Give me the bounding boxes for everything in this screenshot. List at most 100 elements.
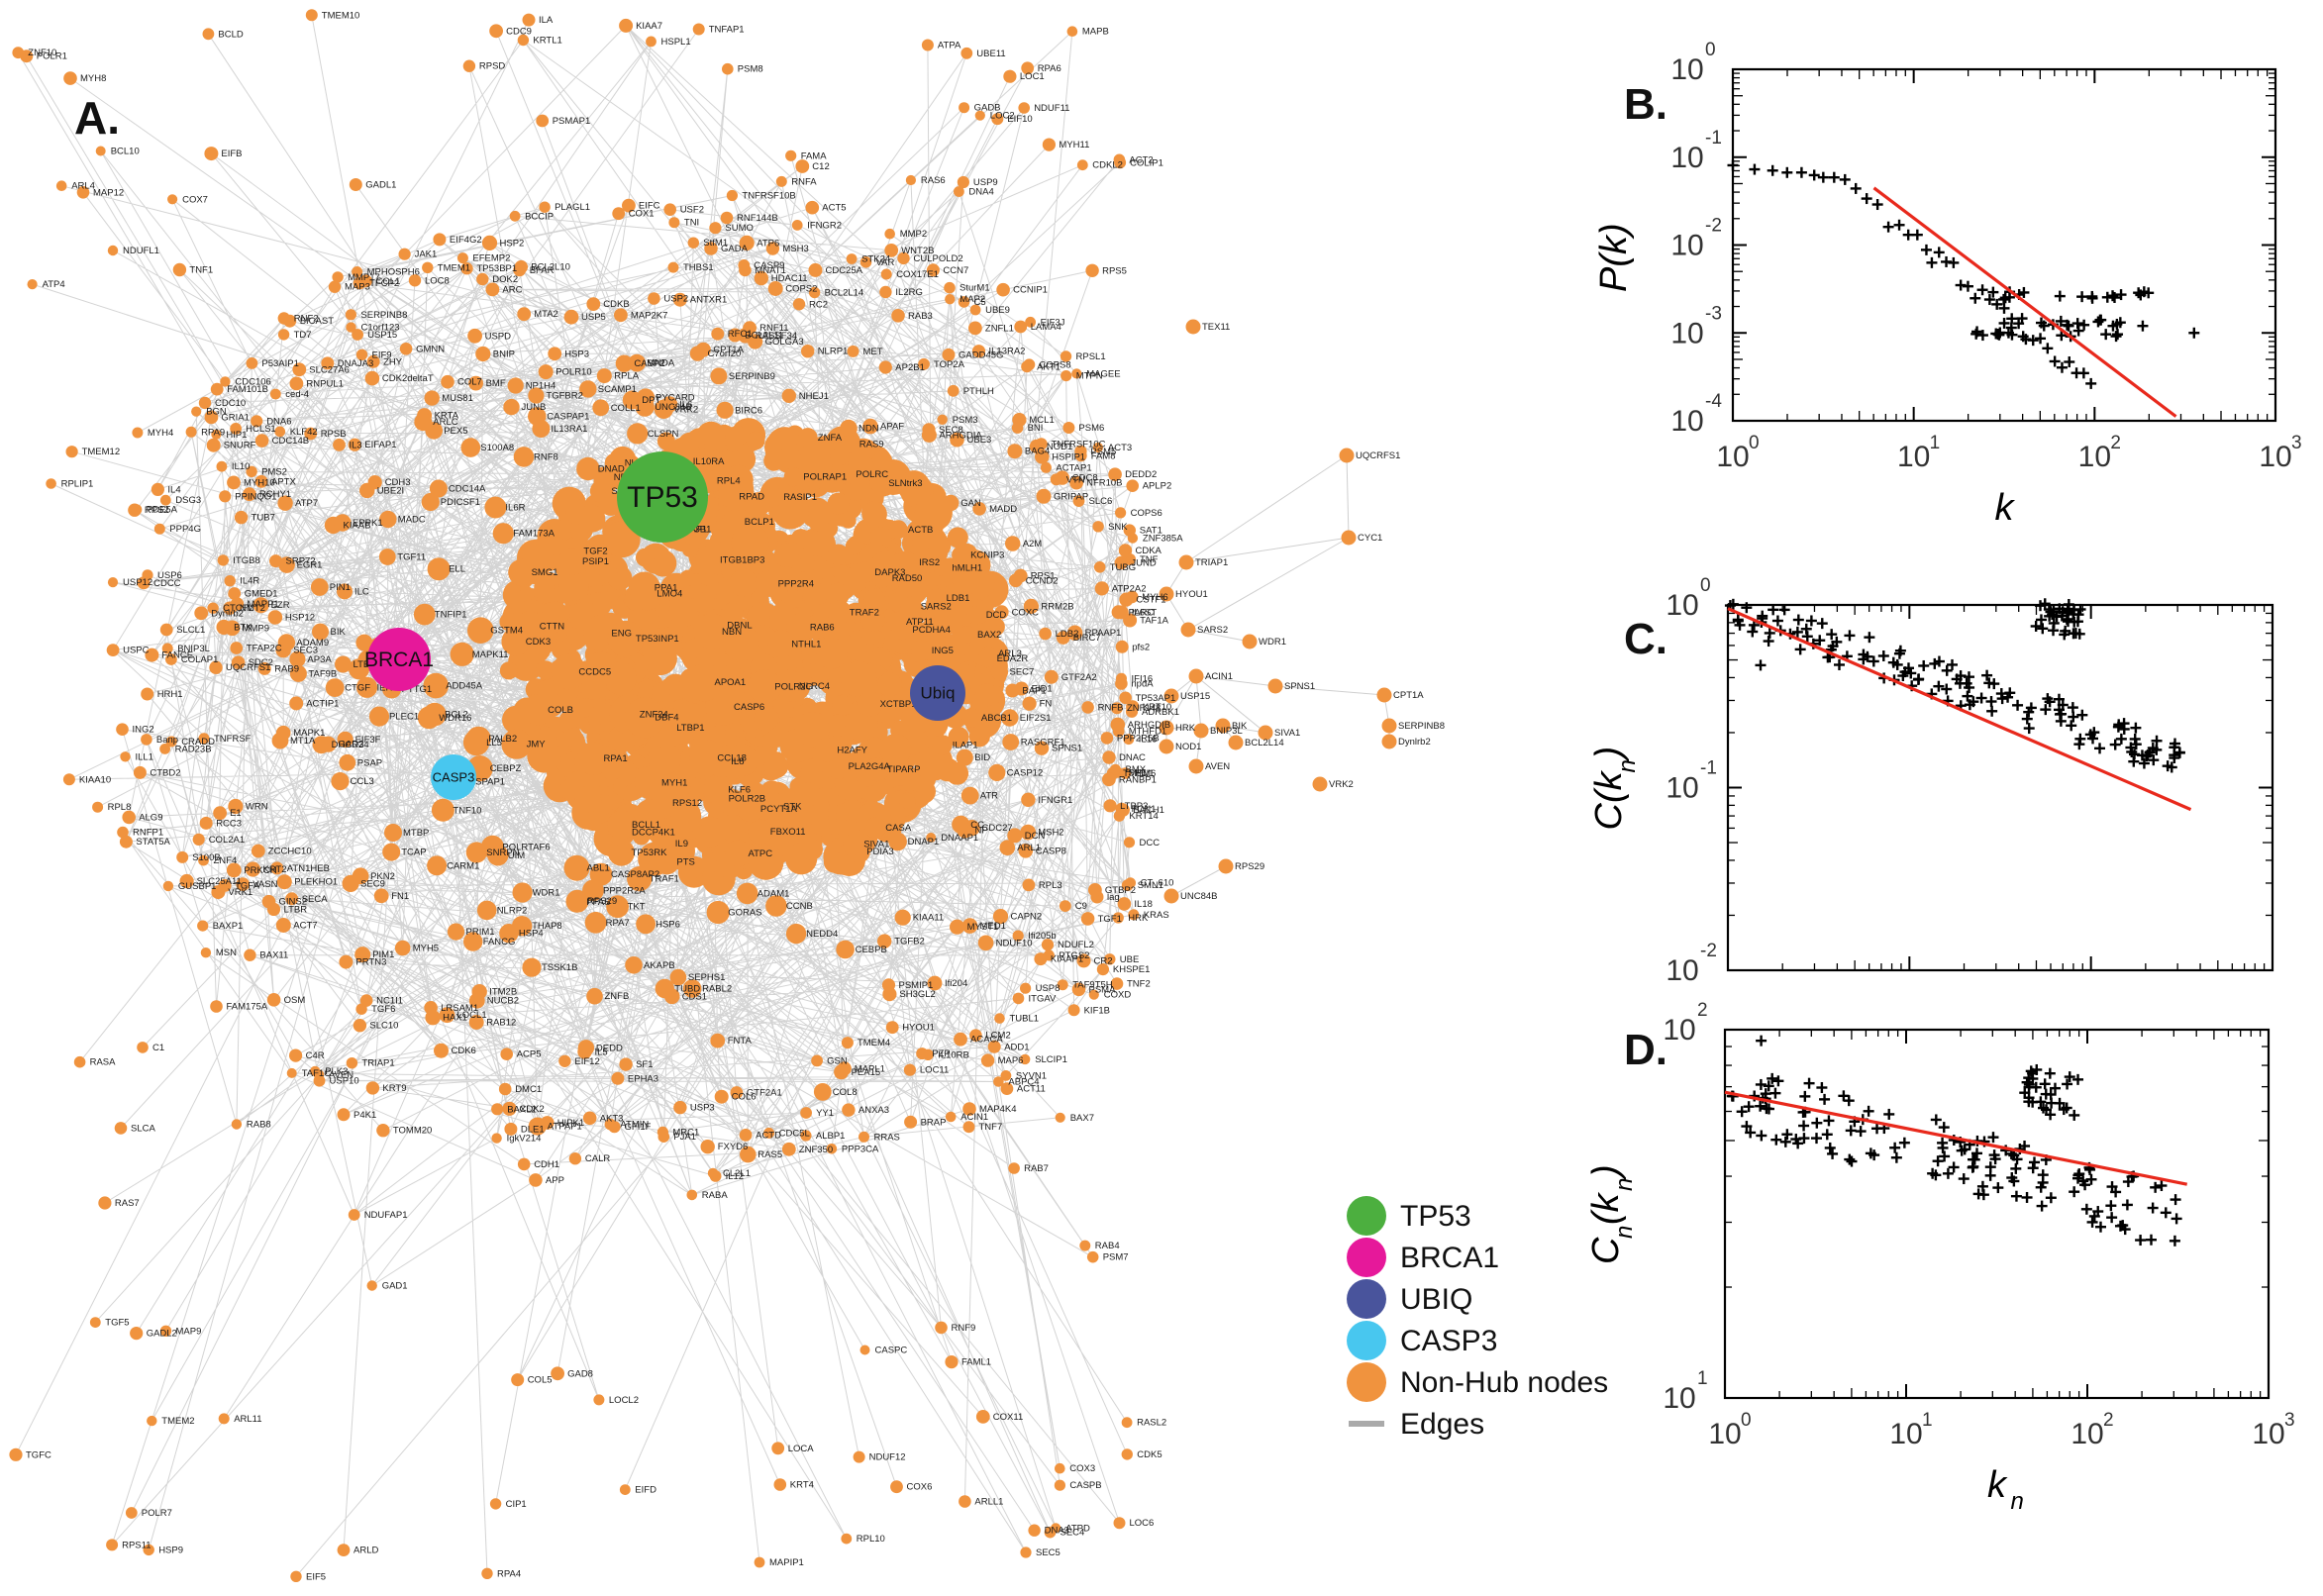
svg-text:C9: C9 — [1075, 901, 1087, 912]
svg-text:HSPIP1: HSPIP1 — [1052, 451, 1085, 462]
svg-text:CDC14A: CDC14A — [449, 484, 486, 495]
svg-text:CDK5: CDK5 — [1137, 1449, 1162, 1460]
svg-text:CDK2deltaT: CDK2deltaT — [382, 373, 434, 384]
svg-text:MAPK11: MAPK11 — [472, 649, 509, 660]
svg-text:NDUF12: NDUF12 — [869, 1452, 906, 1463]
svg-text:C4R: C4R — [306, 1050, 325, 1061]
svg-text:CASP3: CASP3 — [1400, 1325, 1497, 1357]
svg-text:HSP6: HSP6 — [656, 919, 680, 930]
svg-text:CDKL2: CDKL2 — [1092, 160, 1123, 171]
svg-text:GAN: GAN — [960, 498, 981, 509]
svg-text:ZNFL1: ZNFL1 — [985, 323, 1014, 334]
svg-text:ADAM9: ADAM9 — [296, 638, 329, 648]
svg-text:MYH4: MYH4 — [148, 428, 173, 439]
svg-text:n: n — [1611, 1178, 1638, 1191]
svg-text:PPP4G: PPP4G — [169, 524, 201, 535]
svg-text:HRK: HRK — [1128, 913, 1149, 924]
svg-text:UBE11: UBE11 — [976, 49, 1005, 59]
svg-text:EIF12: EIF12 — [574, 1056, 599, 1067]
svg-text:RPS29: RPS29 — [1235, 861, 1264, 872]
svg-text:CDCC: CDCC — [153, 578, 181, 589]
svg-text:PCYT1A: PCYT1A — [760, 804, 798, 815]
svg-text:ZNFB: ZNFB — [605, 991, 630, 1002]
svg-text:IL10RA: IL10RA — [693, 456, 725, 467]
svg-text:1: 1 — [1922, 1410, 1933, 1431]
svg-text:ANXA3: ANXA3 — [858, 1105, 889, 1116]
svg-text:UBE3: UBE3 — [967, 435, 992, 446]
svg-text:KRT9: KRT9 — [382, 1083, 406, 1094]
svg-text:PPP2R2A: PPP2R2A — [603, 885, 646, 896]
svg-text:TP53BP1: TP53BP1 — [477, 263, 518, 274]
svg-text:10: 10 — [1666, 954, 1698, 987]
svg-text:TNF10: TNF10 — [453, 805, 481, 816]
svg-text:RASA: RASA — [90, 1057, 117, 1068]
svg-text:-4: -4 — [1705, 391, 1722, 412]
svg-text:CPT1A: CPT1A — [1393, 690, 1424, 701]
svg-text:BNIP3L: BNIP3L — [177, 644, 210, 654]
svg-text:DCD: DCD — [986, 610, 1007, 621]
svg-text:THBS1: THBS1 — [683, 262, 714, 273]
svg-text:LOC8: LOC8 — [425, 275, 450, 286]
svg-text:C1: C1 — [152, 1043, 164, 1053]
svg-text:A.: A. — [74, 92, 120, 144]
svg-text:DLE1: DLE1 — [521, 1124, 545, 1135]
svg-text:RABA: RABA — [702, 1190, 729, 1201]
svg-text:SEPHS1: SEPHS1 — [688, 972, 726, 983]
svg-text:SLCIP1: SLCIP1 — [1035, 1054, 1067, 1065]
svg-text:MAPB: MAPB — [1082, 27, 1109, 38]
svg-text:ARL4: ARL4 — [71, 181, 95, 192]
svg-text:BAX7: BAX7 — [1070, 1113, 1094, 1124]
svg-text:MAP12: MAP12 — [93, 187, 124, 198]
svg-text:COX11: COX11 — [993, 1412, 1023, 1423]
svg-text:SLCA: SLCA — [131, 1123, 155, 1134]
svg-text:RPLIP1: RPLIP1 — [61, 479, 94, 490]
svg-text:CARM1: CARM1 — [447, 860, 479, 871]
svg-text:CTGF: CTGF — [345, 683, 370, 694]
svg-text:IL9: IL9 — [675, 839, 688, 849]
svg-text:RAB7: RAB7 — [1024, 1163, 1049, 1174]
svg-text:PSAP: PSAP — [357, 757, 382, 768]
svg-text:2: 2 — [1697, 1000, 1708, 1021]
svg-text:NHEJ1: NHEJ1 — [799, 391, 829, 402]
svg-text:RPA4: RPA4 — [497, 1568, 521, 1579]
svg-text:NDN: NDN — [858, 424, 879, 435]
svg-text:n: n — [1614, 759, 1641, 772]
svg-text:P53AIP1: P53AIP1 — [261, 358, 299, 369]
svg-text:CDH3: CDH3 — [385, 477, 411, 488]
svg-text:TGFBR2: TGFBR2 — [546, 391, 582, 402]
svg-text:pfs2: pfs2 — [1132, 642, 1150, 652]
svg-text:RPL3: RPL3 — [1039, 880, 1062, 891]
svg-text:DSG3: DSG3 — [175, 495, 201, 506]
svg-text:COX17E1: COX17E1 — [896, 269, 939, 280]
svg-text:ADD1: ADD1 — [1004, 1042, 1029, 1052]
svg-text:ATR: ATR — [980, 791, 998, 802]
svg-text:CALR: CALR — [585, 1153, 610, 1164]
svg-text:AVEN: AVEN — [1205, 761, 1230, 772]
svg-text:10: 10 — [1663, 1014, 1695, 1047]
svg-text:PKN2: PKN2 — [370, 871, 395, 882]
svg-text:RASIP1: RASIP1 — [783, 492, 817, 503]
svg-text:FANCG: FANCG — [483, 937, 516, 948]
svg-text:ZHY: ZHY — [383, 356, 403, 367]
svg-text:0: 0 — [1741, 1410, 1752, 1431]
svg-text:0: 0 — [1749, 433, 1760, 453]
svg-text:GRIPAP: GRIPAP — [1054, 491, 1088, 502]
svg-text:HSP12: HSP12 — [285, 613, 315, 624]
svg-text:CCND2: CCND2 — [1026, 575, 1059, 586]
svg-text:GMNN: GMNN — [416, 344, 445, 354]
svg-text:LOC6: LOC6 — [1130, 1518, 1155, 1529]
svg-text:YY1: YY1 — [816, 1108, 834, 1119]
svg-text:IL4R: IL4R — [240, 576, 259, 587]
svg-text:IL6ST: IL6ST — [1132, 607, 1158, 618]
svg-text:RNF9: RNF9 — [952, 1323, 976, 1334]
svg-text:ACT5: ACT5 — [822, 203, 846, 214]
svg-text:HYOU1: HYOU1 — [902, 1023, 935, 1034]
svg-text:PPP2R4: PPP2R4 — [778, 579, 814, 590]
svg-text:ING5: ING5 — [932, 646, 954, 656]
svg-text:-1: -1 — [1705, 128, 1722, 149]
svg-text:hMLH1: hMLH1 — [953, 562, 983, 573]
svg-text:DMC1: DMC1 — [515, 1084, 542, 1095]
svg-text:B.: B. — [1624, 80, 1667, 129]
svg-text:0: 0 — [1700, 575, 1711, 596]
svg-text:TMEM2: TMEM2 — [161, 1416, 194, 1427]
